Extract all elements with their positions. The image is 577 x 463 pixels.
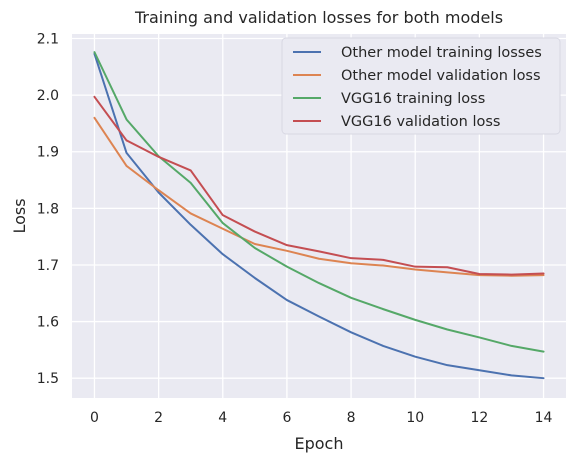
legend-box xyxy=(281,37,561,135)
x-tick-label: 10 xyxy=(406,410,424,426)
series-line-4 xyxy=(93,95,545,276)
legend-label-4: VGG16 validation loss xyxy=(341,114,500,130)
y-tick-label: 1.8 xyxy=(37,201,59,217)
y-tick-label: 2.0 xyxy=(37,88,59,104)
x-tick-label: 6 xyxy=(282,410,291,426)
y-tick-label: 1.6 xyxy=(37,315,59,331)
x-tick-label: 8 xyxy=(347,410,356,426)
series-line-3 xyxy=(93,51,545,353)
y-tick-label: 1.9 xyxy=(37,145,59,161)
x-axis-label: Epoch xyxy=(295,434,344,453)
x-axis-ticks: 0 2 4 6 8 10 12 14 xyxy=(90,410,553,426)
legend: Other model training losses Other model v… xyxy=(281,37,561,135)
x-tick-label: 2 xyxy=(154,410,163,426)
x-tick-label: 4 xyxy=(218,410,227,426)
y-tick-label: 2.1 xyxy=(37,32,59,48)
y-tick-label: 1.7 xyxy=(37,258,59,274)
legend-label-3: VGG16 training loss xyxy=(341,91,485,107)
chart-title: Training and validation losses for both … xyxy=(134,8,503,27)
y-tick-label: 1.5 xyxy=(37,371,59,387)
y-axis-ticks: 1.5 1.6 1.7 1.8 1.9 2.0 2.1 xyxy=(37,32,59,388)
x-tick-label: 14 xyxy=(535,410,553,426)
y-axis-label: Loss xyxy=(10,198,29,233)
series-line-1 xyxy=(93,52,545,380)
series-line-2 xyxy=(93,116,545,277)
legend-label-2: Other model validation loss xyxy=(341,68,541,84)
x-tick-label: 0 xyxy=(90,410,99,426)
x-tick-label: 12 xyxy=(470,410,488,426)
legend-label-1: Other model training losses xyxy=(341,45,542,61)
series-lines xyxy=(93,51,545,380)
